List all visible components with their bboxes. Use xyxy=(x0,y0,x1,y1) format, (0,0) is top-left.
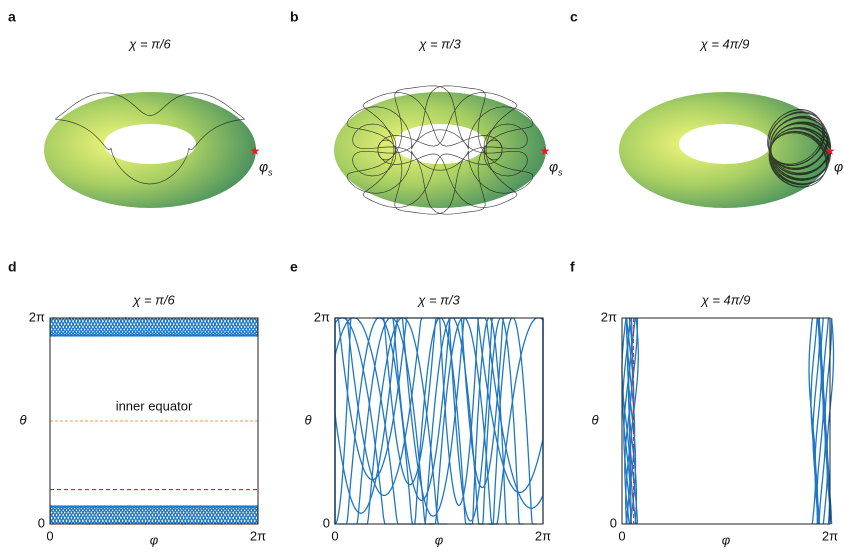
y-tick-label: 2π xyxy=(601,309,617,324)
plot-title: χ = π/6 xyxy=(132,292,175,307)
trajectory-curve xyxy=(418,318,485,524)
panel-title: χ = 4π/9 xyxy=(700,36,750,51)
trajectory-curve xyxy=(335,318,421,480)
plot-frame xyxy=(335,318,543,524)
curves xyxy=(335,318,543,524)
panel-label: f xyxy=(570,259,575,275)
panel-title: χ = π/3 xyxy=(418,36,461,51)
y-tick-label: 2π xyxy=(314,309,330,324)
start-star: ★ xyxy=(825,144,836,158)
figure: aχ = π/6★φsbχ = π/3★φscχ = 4π/9★φdχ = π/… xyxy=(0,0,844,548)
y-axis-label: θ xyxy=(304,412,311,427)
y-tick-label: 0 xyxy=(38,515,45,530)
trajectory-curve xyxy=(349,318,434,524)
plot-frame xyxy=(622,318,830,524)
panel-label: a xyxy=(8,9,16,25)
torus-hole xyxy=(104,124,196,164)
start-label: φ xyxy=(834,159,843,175)
panel-title: χ = π/6 xyxy=(128,36,171,51)
y-axis-label: θ xyxy=(19,412,26,427)
y-tick-label: 0 xyxy=(610,515,617,530)
x-tick-label: 0 xyxy=(618,528,625,543)
x-axis-label: φ xyxy=(722,532,731,547)
x-tick-label: 0 xyxy=(331,528,338,543)
x-tick-label: 2π xyxy=(250,528,266,543)
start-label-sub: s xyxy=(558,167,563,177)
panel-label: d xyxy=(8,259,17,275)
start-label-sub: s xyxy=(268,167,273,177)
curves xyxy=(622,318,834,524)
start-star: ★ xyxy=(250,144,261,158)
panel-label: c xyxy=(570,9,578,25)
x-axis-label: φ xyxy=(435,532,444,547)
start-label: φ xyxy=(549,159,558,175)
x-axis-label: φ xyxy=(150,532,159,547)
y-tick-label: 2π xyxy=(29,309,45,324)
y-axis-label: θ xyxy=(591,412,598,427)
annotation: inner equator xyxy=(116,398,193,413)
x-tick-label: 2π xyxy=(822,528,838,543)
start-label: φ xyxy=(259,159,268,175)
x-tick-label: 2π xyxy=(535,528,551,543)
panel-label: b xyxy=(290,9,299,25)
x-tick-label: 0 xyxy=(46,528,53,543)
start-star: ★ xyxy=(540,144,551,158)
plot-title: χ = 4π/9 xyxy=(701,292,751,307)
plot-title: χ = π/3 xyxy=(417,292,460,307)
panel-label: e xyxy=(290,259,298,275)
y-tick-label: 0 xyxy=(323,515,330,530)
torus-hole xyxy=(679,124,771,164)
